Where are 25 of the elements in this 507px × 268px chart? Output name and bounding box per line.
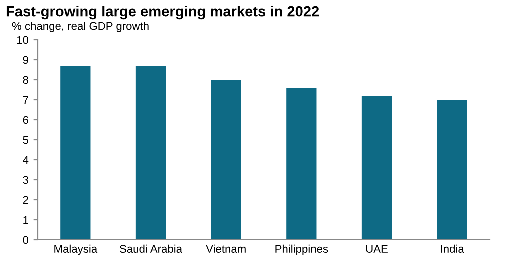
- x-tick-label: Saudi Arabia: [120, 244, 183, 254]
- y-tick-label: 1: [24, 216, 28, 224]
- bar: [286, 88, 317, 240]
- y-tick-label: 2: [23, 196, 28, 204]
- x-tick-label: UAE: [366, 245, 388, 254]
- bar: [60, 66, 91, 240]
- y-tick-label: 10: [17, 36, 29, 44]
- bar: [362, 96, 392, 240]
- x-tick-label: India: [441, 244, 464, 254]
- y-tick-label: 8: [23, 76, 28, 84]
- x-tick-label: Malaysia: [54, 244, 98, 256]
- y-tick-label: 7: [23, 96, 28, 104]
- chart-title: Fast-growing large emerging markets in 2022: [6, 6, 320, 20]
- bar: [211, 80, 242, 240]
- y-tick-label: 0: [23, 236, 29, 244]
- y-tick-label: 4: [23, 156, 29, 164]
- x-tick-label: Vietnam: [206, 244, 246, 254]
- bar: [437, 100, 468, 240]
- y-tick-label: 5: [23, 136, 29, 144]
- bar: [136, 66, 166, 240]
- y-tick-label: 6: [23, 116, 28, 124]
- y-tick-label: 9: [23, 56, 28, 64]
- y-tick-label: 3: [23, 176, 28, 184]
- x-tick-label: Philippines: [276, 244, 328, 256]
- y-axis-title: % change, real GDP growth: [12, 22, 149, 32]
